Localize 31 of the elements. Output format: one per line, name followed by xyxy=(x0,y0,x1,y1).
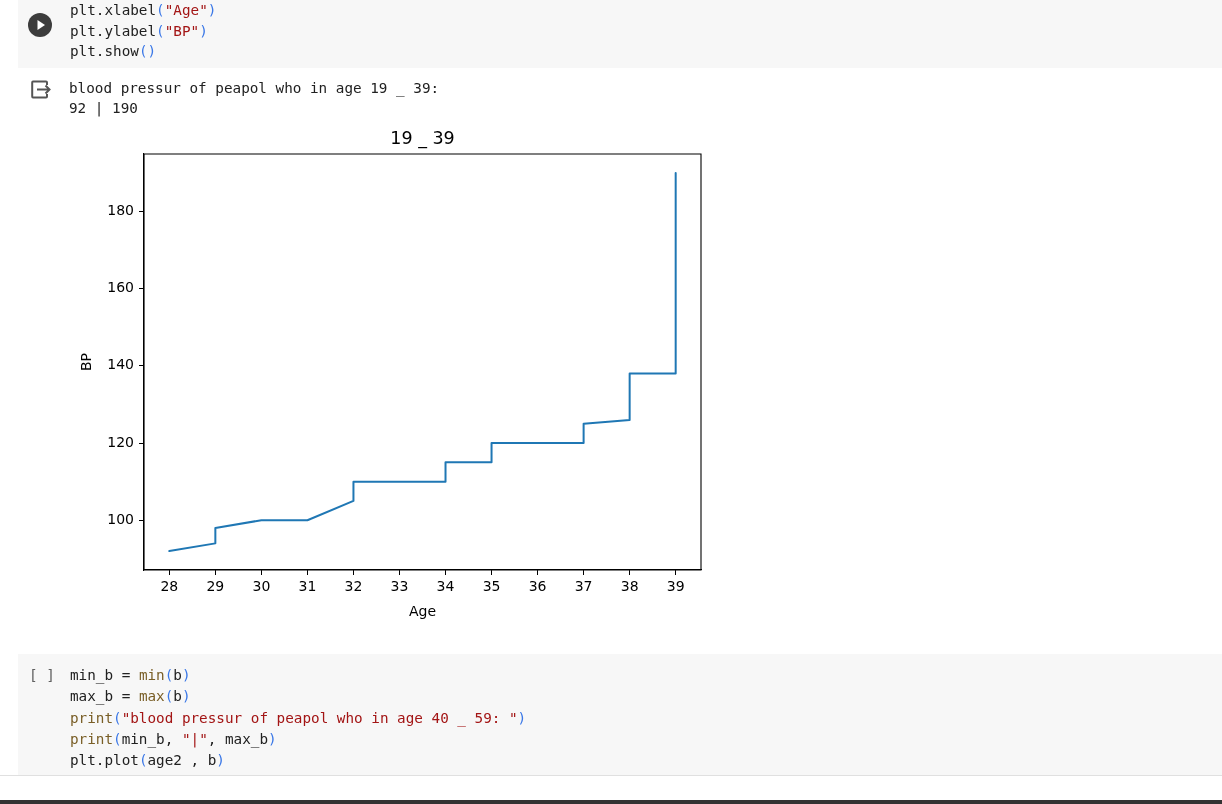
x-tick-label: 35 xyxy=(482,578,501,595)
y-tick-label: 160 xyxy=(107,279,134,296)
chart-title: 19 _ 39 xyxy=(390,127,455,149)
x-tick-label: 29 xyxy=(206,578,225,595)
y-axis-title: BP xyxy=(78,352,95,372)
x-tick-label: 37 xyxy=(574,578,593,595)
text: plt.plot(age2 , b) xyxy=(70,752,225,769)
x-tick-label: 32 xyxy=(344,578,363,595)
text: print("blood pressur of peapol who in age 40 _ 59: ") xyxy=(70,709,527,726)
x-tick-label: 34 xyxy=(436,578,455,595)
y-tick-label: 140 xyxy=(107,356,134,373)
text: plt.show() xyxy=(70,43,157,59)
text: plt.xlabel("Age") xyxy=(70,2,217,18)
text: plt.ylabel("BP") xyxy=(70,22,208,39)
x-tick-label: 30 xyxy=(252,578,271,595)
x-tick-label: 33 xyxy=(390,578,409,595)
x-axis-title: Age xyxy=(408,603,437,620)
x-tick-label: 28 xyxy=(160,578,179,595)
y-tick-label: 180 xyxy=(107,202,134,219)
x-tick-label: 39 xyxy=(666,578,685,595)
text: 92 | 190 xyxy=(69,99,138,118)
text: min_b = min(b) xyxy=(70,667,191,683)
text: print(min_b, "|", max_b) xyxy=(70,730,277,747)
text: max_b = max(b) xyxy=(70,688,191,705)
x-tick-label: 38 xyxy=(620,578,639,595)
y-tick-label: 120 xyxy=(107,433,134,450)
text: [ ] xyxy=(29,666,55,685)
text: blood pressur of peapol who in age 19 _ 39: xyxy=(69,79,440,98)
x-tick-label: 36 xyxy=(528,578,547,595)
x-tick-label: 31 xyxy=(298,578,317,595)
y-tick-label: 100 xyxy=(107,510,134,527)
